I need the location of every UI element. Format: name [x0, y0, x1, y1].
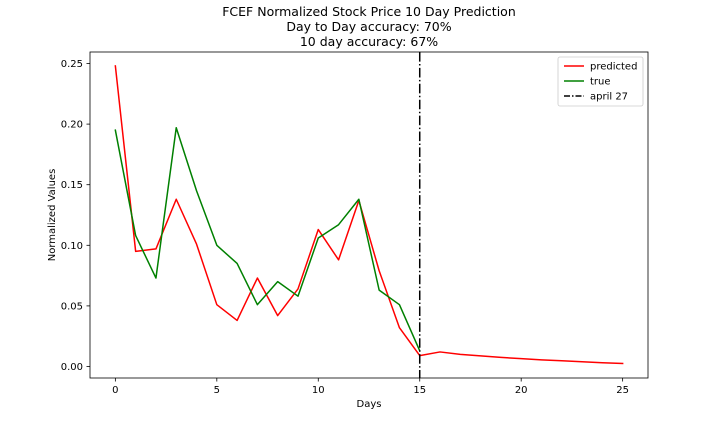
legend-label-predicted: predicted	[590, 62, 637, 73]
chart-title-line-1: FCEF Normalized Stock Price 10 Day Predi…	[222, 4, 516, 19]
x-tick-label: 25	[616, 385, 629, 396]
plot-area	[89, 51, 649, 379]
x-tick-label: 20	[515, 385, 528, 396]
x-tick-label: 15	[413, 385, 426, 396]
legend-box	[557, 56, 644, 107]
y-axis-ticks: 0.00 0.05 0.10 0.15 0.20 0.25	[61, 59, 90, 373]
legend-label-true: true	[590, 77, 611, 88]
x-axis-ticks: 0 5 10 15 20 25	[112, 378, 629, 396]
y-axis-label: Normalized Values	[47, 169, 58, 262]
x-tick-label: 5	[214, 385, 220, 396]
x-tick-label: 10	[312, 385, 325, 396]
legend: predicted true april 27	[557, 56, 644, 107]
legend-label-april-27: april 27	[590, 92, 628, 103]
x-tick-label: 0	[112, 385, 118, 396]
y-tick-label: 0.15	[61, 180, 83, 191]
series-line-predicted	[114, 65, 624, 365]
y-tick-label: 0.05	[61, 301, 83, 312]
chart-title: FCEF Normalized Stock Price 10 Day Predi…	[222, 4, 516, 49]
x-axis-label: Days	[357, 399, 382, 410]
series-line-true	[114, 126, 421, 352]
chart-title-line-2: Day to Day accuracy: 70%	[286, 19, 451, 34]
plot-frame	[89, 51, 649, 379]
y-tick-label: 0.00	[61, 362, 83, 373]
y-tick-label: 0.20	[61, 120, 83, 131]
y-tick-label: 0.25	[61, 59, 83, 70]
chart-title-line-3: 10 day accuracy: 67%	[300, 34, 438, 49]
y-tick-label: 0.10	[61, 241, 83, 252]
